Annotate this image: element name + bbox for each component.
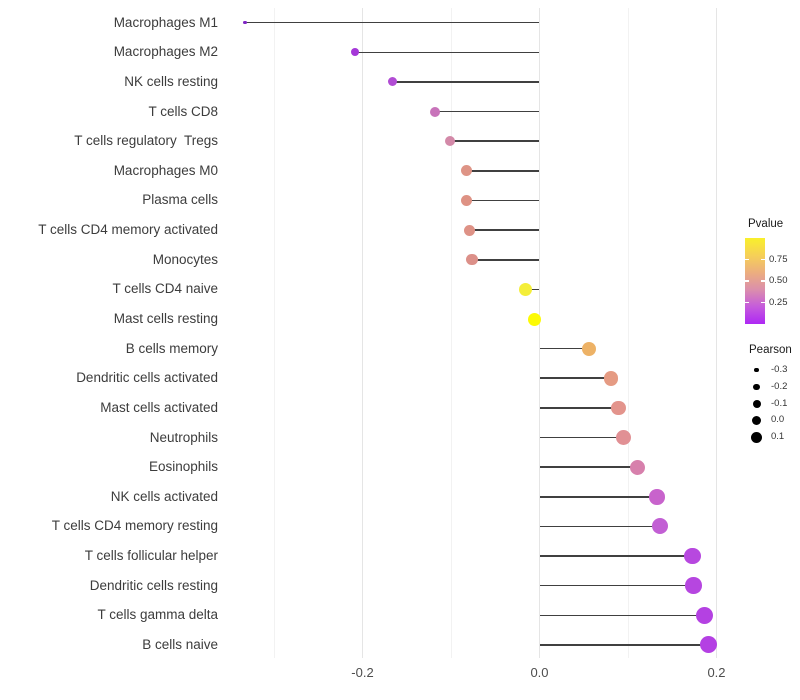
lollipop-dot xyxy=(695,606,713,624)
lollipop-dot xyxy=(527,312,541,326)
x-tick-label: 0.0 xyxy=(530,665,549,680)
lollipop-dot xyxy=(388,77,398,87)
lollipop-stem xyxy=(539,436,624,439)
gridline-minor xyxy=(450,8,452,658)
lollipop-stem xyxy=(472,258,540,261)
lollipop-stem xyxy=(244,21,540,24)
lollipop-dot xyxy=(444,135,456,147)
legend-size-label: -0.2 xyxy=(771,380,788,392)
lollipop-stem xyxy=(435,110,540,113)
lollipop-dot xyxy=(464,224,476,236)
row-label: T cells CD8 xyxy=(148,103,218,119)
row-label: T cells gamma delta xyxy=(97,607,218,623)
lollipop-stem xyxy=(392,81,540,83)
lollipop-stem xyxy=(525,288,540,291)
lollipop-dot xyxy=(460,165,472,177)
lollipop-dot xyxy=(518,282,532,296)
lollipop-dot xyxy=(700,636,718,654)
row-label: Plasma cells xyxy=(142,192,218,208)
legend-size-dot xyxy=(751,431,762,443)
lollipop-dot xyxy=(651,518,668,535)
lollipop-stem xyxy=(539,584,694,587)
row-label: Dendritic cells activated xyxy=(76,370,218,386)
lollipop-stem xyxy=(539,347,590,350)
legend-size-label: 0.1 xyxy=(771,431,785,443)
row-label: Macrophages M2 xyxy=(113,44,218,60)
colorbar-tick xyxy=(745,280,749,282)
row-label: B cells naive xyxy=(142,636,218,652)
row-label: Eosinophils xyxy=(148,459,218,475)
legend-size-dot xyxy=(751,415,762,426)
lollipop-dot xyxy=(243,20,247,25)
lollipop-stem xyxy=(539,555,693,557)
lollipop-stem xyxy=(539,377,612,380)
colorbar-tick xyxy=(761,301,765,304)
lollipop-dot xyxy=(603,371,619,386)
gridline-minor xyxy=(273,8,275,658)
legend-size-label: -0.3 xyxy=(771,364,788,375)
legend-size-label: -0.1 xyxy=(771,397,788,409)
gridline-major xyxy=(362,8,363,658)
lollipop-stem xyxy=(539,495,658,498)
row-label: Macrophages M1 xyxy=(113,14,218,30)
gridline-minor xyxy=(627,8,629,658)
row-label: B cells memory xyxy=(125,340,218,356)
lollipop-dot xyxy=(685,577,702,594)
legend-size-dot xyxy=(752,399,761,408)
lollipop-dot xyxy=(466,253,478,266)
lollipop-stem xyxy=(355,51,540,54)
lollipop-dot xyxy=(649,489,665,505)
row-label: Neutrophils xyxy=(149,429,218,445)
legend-pearson-title: Pearson xyxy=(749,344,792,356)
x-tick-label: 0.2 xyxy=(707,665,726,680)
row-label: NK cells activated xyxy=(110,488,218,504)
row-label: T cells CD4 memory activated xyxy=(38,222,218,238)
lollipop-stem xyxy=(466,199,540,202)
colorbar-tick-label: 0.25 xyxy=(769,296,788,308)
colorbar-tick-label: 0.75 xyxy=(769,253,788,265)
lollipop-stem xyxy=(450,140,540,142)
gridline-major xyxy=(716,8,717,658)
row-label: T cells follicular helper xyxy=(84,548,218,564)
row-label: T cells regulatory Tregs xyxy=(74,133,218,149)
lollipop-stem xyxy=(539,525,660,528)
lollipop-stem xyxy=(539,407,619,409)
lollipop-dot xyxy=(461,194,473,206)
row-label: Mast cells activated xyxy=(100,399,218,415)
lollipop-dot xyxy=(611,400,626,416)
x-tick-label: -0.2 xyxy=(351,665,374,680)
legend-size-label: 0.0 xyxy=(771,414,785,426)
colorbar-tick xyxy=(745,301,749,304)
lollipop-stem xyxy=(539,644,709,646)
legend-size-dot xyxy=(753,383,760,391)
colorbar-tick xyxy=(761,258,765,261)
row-label: NK cells resting xyxy=(124,73,218,89)
lollipop-dot xyxy=(684,547,701,565)
legend-size-dot xyxy=(754,367,759,373)
lollipop-dot xyxy=(351,48,360,57)
colorbar-tick xyxy=(761,280,765,282)
row-label: Macrophages M0 xyxy=(113,162,218,178)
lollipop-stem xyxy=(539,466,638,468)
lollipop-stem xyxy=(466,170,540,172)
lollipop-dot xyxy=(582,341,597,356)
lollipop-dot xyxy=(616,430,632,446)
row-label: Dendritic cells resting xyxy=(89,577,218,593)
lollipop-stem xyxy=(469,229,540,231)
lollipop-dot xyxy=(430,106,441,117)
row-label: Mast cells resting xyxy=(113,311,218,326)
gridline-major xyxy=(539,8,540,658)
colorbar-tick xyxy=(745,258,749,261)
row-label: T cells CD4 memory resting xyxy=(51,518,218,534)
row-label: T cells CD4 naive xyxy=(112,281,218,297)
lollipop-dot xyxy=(630,459,646,475)
lollipop-stem xyxy=(539,614,705,617)
row-label: Monocytes xyxy=(152,251,218,267)
colorbar-tick-label: 0.50 xyxy=(769,275,788,286)
legend-pvalue-title: Pvalue xyxy=(748,218,784,230)
pvalue-colorbar xyxy=(745,238,765,324)
